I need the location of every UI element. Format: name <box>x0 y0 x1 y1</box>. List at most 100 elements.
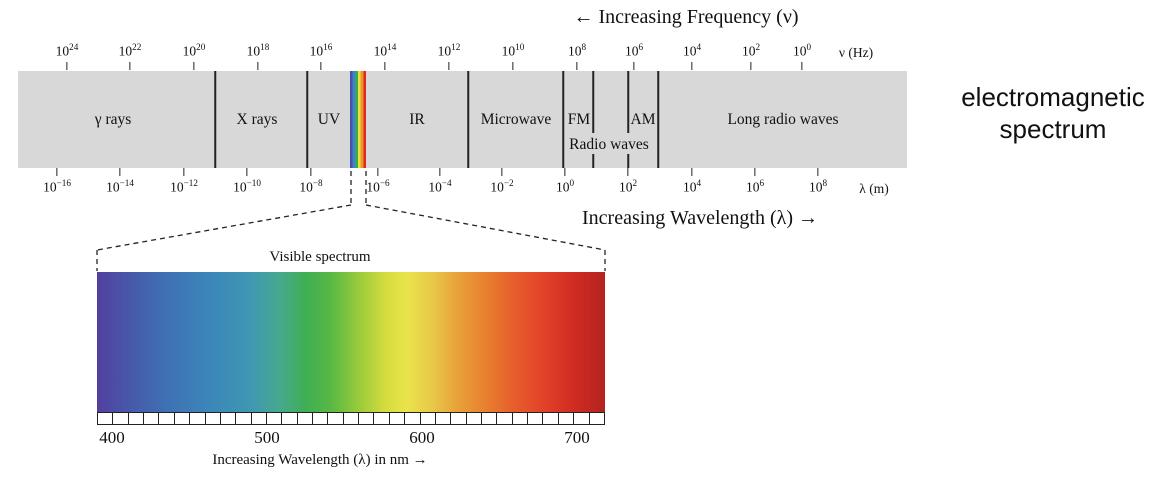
frequency-unit-label: ν (Hz) <box>838 45 874 60</box>
wavelength-nm-label: 600 <box>409 428 435 447</box>
band-region-label: Microwave <box>480 111 552 128</box>
wavelength-nm-label: 700 <box>564 428 590 447</box>
ruler-cell <box>513 413 529 424</box>
ruler-cell <box>543 413 559 424</box>
frequency-tick-label: 1016 <box>309 42 333 59</box>
frequency-tick <box>512 62 514 70</box>
visible-light-strip <box>350 71 366 168</box>
ruler-cell <box>175 413 191 424</box>
wavelength-tick <box>754 168 756 176</box>
wavelength-tick <box>377 168 379 176</box>
frequency-tick-label: 1024 <box>55 42 79 59</box>
band-divider-segment <box>592 71 594 133</box>
wavelength-tick-label: 102 <box>618 178 638 195</box>
band-divider <box>306 71 308 168</box>
band-region-label: AM <box>630 111 656 128</box>
frequency-tick <box>750 62 752 70</box>
ruler-cell <box>574 413 590 424</box>
frequency-tick-label: 104 <box>682 42 702 59</box>
ruler-cell <box>390 413 406 424</box>
band-region-label: X rays <box>236 111 278 128</box>
wavelength-tick <box>119 168 121 176</box>
wavelength-tick-label: 10−8 <box>299 178 323 195</box>
increasing-frequency-label: ← Increasing Frequency (ν) <box>573 6 799 28</box>
band-region-label: UV <box>317 111 341 128</box>
ruler-cell <box>298 413 314 424</box>
wavelength-tick-label: 106 <box>745 178 765 195</box>
wavelength-tick <box>439 168 441 176</box>
frequency-tick-label: 102 <box>741 42 761 59</box>
frequency-tick <box>384 62 386 70</box>
frequency-tick-label: 106 <box>624 42 644 59</box>
wavelength-tick <box>56 168 58 176</box>
ruler-cell <box>129 413 145 424</box>
ruler-cell <box>451 413 467 424</box>
ruler-cell <box>206 413 221 424</box>
ruler-cell <box>559 413 575 424</box>
frequency-tick <box>801 62 803 70</box>
frequency-tick-label: 1010 <box>501 42 525 59</box>
band-divider <box>562 71 564 168</box>
band-region-label: Radio waves <box>569 136 649 153</box>
ruler-cell <box>359 413 375 424</box>
wavelength-tick-label: 10−2 <box>490 178 514 195</box>
increasing-wavelength-nm-label: Increasing Wavelength (λ) in nm → <box>212 452 428 468</box>
frequency-tick <box>576 62 578 70</box>
ruler-cell <box>374 413 390 424</box>
ruler-cell <box>144 413 160 424</box>
ruler-cell <box>590 413 604 424</box>
ruler-cell <box>98 413 114 424</box>
visible-spectrum-title: Visible spectrum <box>269 249 371 265</box>
ruler-cell <box>236 413 252 424</box>
ruler-cell <box>282 413 298 424</box>
band-divider <box>657 71 659 168</box>
band-divider-segment <box>592 154 594 168</box>
wavelength-tick-label: 10−12 <box>170 178 198 195</box>
ruler-cell <box>221 413 237 424</box>
frequency-tick <box>691 62 693 70</box>
frequency-tick-label: 1018 <box>246 42 270 59</box>
frequency-tick-label: 1022 <box>118 42 142 59</box>
wavelength-tick <box>183 168 185 176</box>
ruler-cell <box>313 413 329 424</box>
ruler-cell <box>159 413 175 424</box>
frequency-tick <box>66 62 68 70</box>
band-divider <box>467 71 469 168</box>
frequency-tick <box>193 62 195 70</box>
wavelength-tick <box>817 168 819 176</box>
ruler-cell <box>344 413 360 424</box>
wavelength-tick-label: 104 <box>682 178 702 195</box>
frequency-tick-label: 1014 <box>373 42 397 59</box>
dashed-callout-line <box>96 204 352 251</box>
band-divider-segment <box>627 154 629 168</box>
visible-spectrum-gradient <box>97 272 605 412</box>
frequency-tick-label: 100 <box>792 42 812 59</box>
ruler-cell <box>190 413 206 424</box>
ruler-cell <box>467 413 482 424</box>
diagram-title: electromagnetic spectrum <box>937 81 1169 145</box>
increasing-wavelength-label: Increasing Wavelength (λ) → <box>582 207 818 229</box>
wavelength-tick <box>246 168 248 176</box>
wavelength-nm-label: 400 <box>99 428 125 447</box>
wavelength-tick-label: 10−4 <box>428 178 452 195</box>
ruler-cell <box>436 413 452 424</box>
wavelength-tick-label: 108 <box>808 178 828 195</box>
band-divider <box>214 71 216 168</box>
frequency-tick <box>633 62 635 70</box>
band-region-label: FM <box>567 111 591 128</box>
ruler-cell <box>328 413 344 424</box>
frequency-tick <box>129 62 131 70</box>
wavelength-unit-label: λ (m) <box>859 181 889 196</box>
frequency-tick <box>257 62 259 70</box>
wavelength-tick-label: 10−10 <box>233 178 261 195</box>
diagram-title-line1: electromagnetic <box>961 82 1145 112</box>
wavelength-nm-label: 500 <box>254 428 280 447</box>
ruler-cell <box>113 413 129 424</box>
ruler-cell <box>267 413 283 424</box>
wavelength-tick-label: 10−16 <box>43 178 71 195</box>
wavelength-tick-label: 10−6 <box>366 178 390 195</box>
wavelength-tick <box>564 168 566 176</box>
band-divider-segment <box>627 71 629 133</box>
